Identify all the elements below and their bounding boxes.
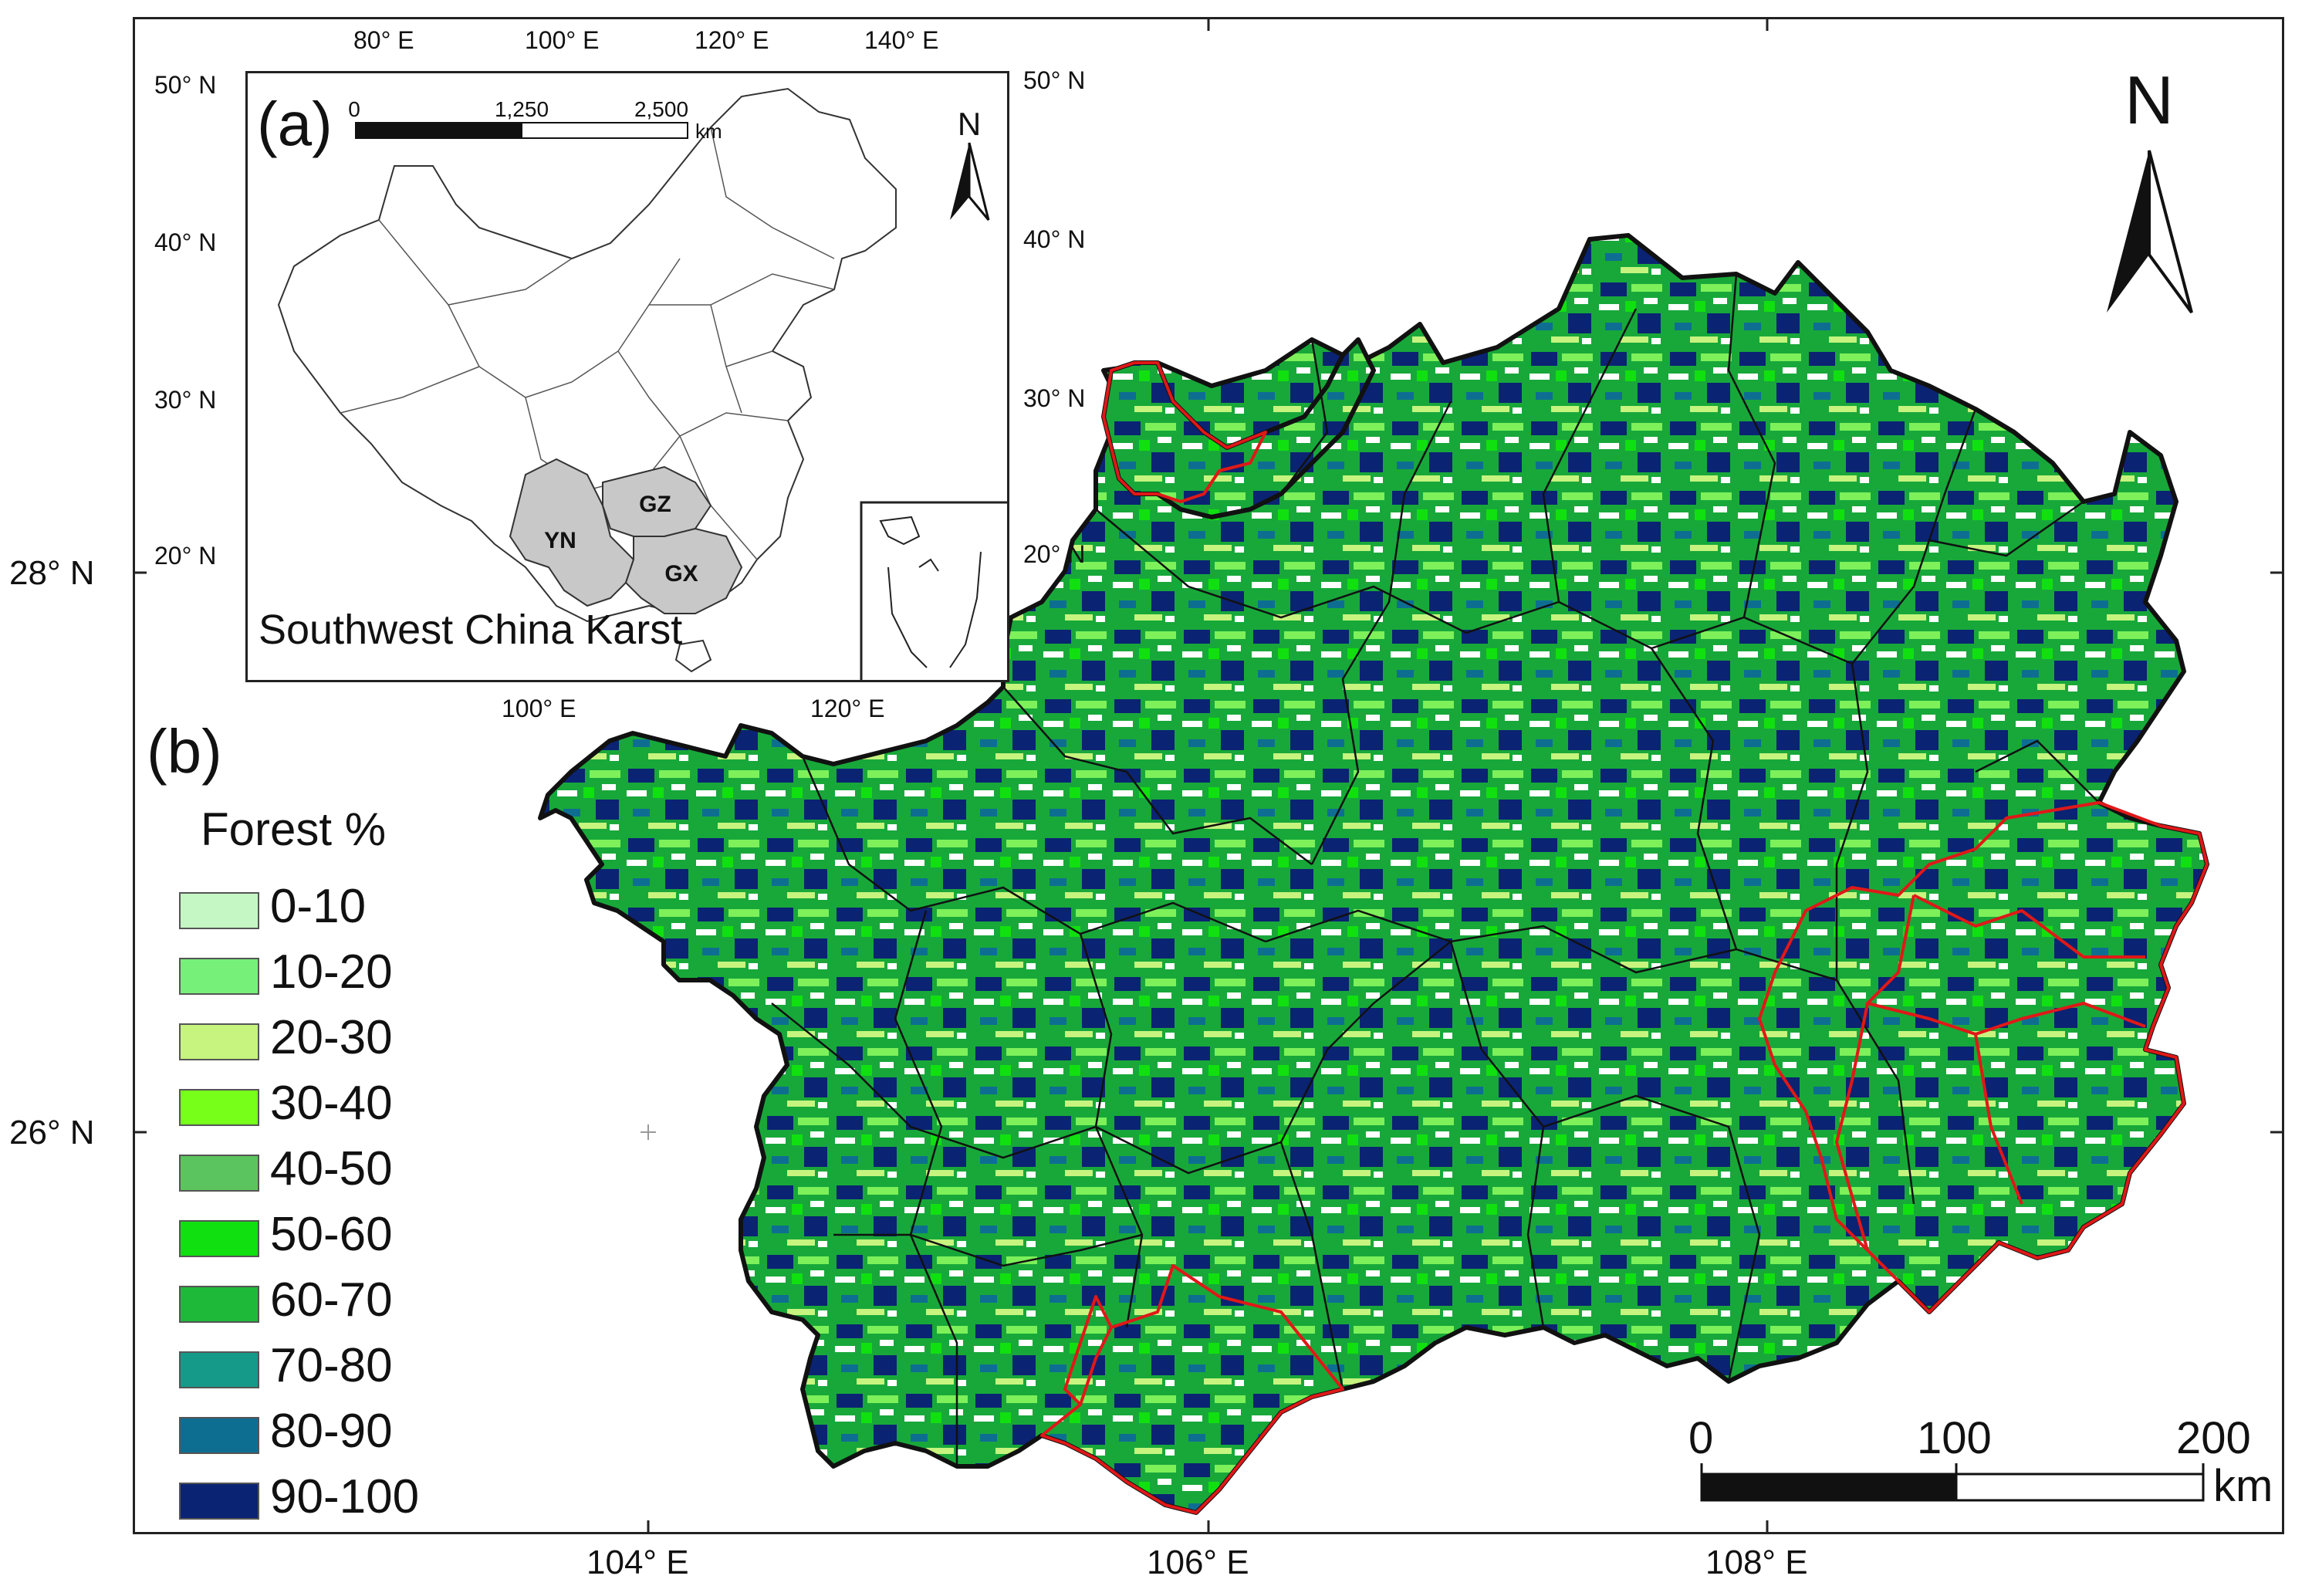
highlighted-region-east bbox=[1758, 801, 2209, 1314]
province-yn bbox=[509, 458, 635, 607]
inset-map-china: YN GZ GX N 0 1,250 2,500 km (a) Southwes… bbox=[245, 71, 1009, 682]
legend-label: 20-30 bbox=[270, 1011, 393, 1064]
study-area bbox=[538, 233, 2209, 1515]
inset-scale-bar bbox=[355, 122, 688, 139]
inset-map-svg: YN GZ GX N 0 1,250 2,500 km bbox=[277, 87, 1007, 680]
legend-label: 0-10 bbox=[270, 880, 367, 933]
inset-scale-tick-1250: 1,250 bbox=[495, 97, 549, 121]
hainan-island bbox=[674, 639, 712, 673]
inset-right-tick-20n: 20° N bbox=[1023, 540, 1086, 568]
legend-label: 80-90 bbox=[270, 1405, 393, 1458]
legend-label: 10-20 bbox=[270, 945, 393, 999]
inset-left-tick-40n: 40° N bbox=[154, 228, 217, 256]
south-china-sea-inset bbox=[860, 501, 1007, 680]
legend-title: Forest % bbox=[201, 803, 387, 855]
legend-swatch bbox=[179, 1220, 259, 1257]
scale-bar-unit: km bbox=[2213, 1461, 2273, 1511]
legend-label: 90-100 bbox=[270, 1470, 420, 1523]
legend-swatch bbox=[179, 1483, 259, 1520]
province-label-yn: YN bbox=[544, 528, 576, 553]
legend-label: 60-70 bbox=[270, 1273, 393, 1327]
inset-scale-unit: km bbox=[695, 120, 722, 143]
inset-bottom-tick-120e: 120° E bbox=[810, 695, 885, 722]
inset-top-tick-80e: 80° E bbox=[353, 26, 414, 54]
province-label-gz: GZ bbox=[639, 492, 671, 517]
inset-right-tick-50n: 50° N bbox=[1023, 66, 1086, 94]
y-tick-28n: 28° N bbox=[9, 554, 95, 592]
legend-label: 70-80 bbox=[270, 1339, 393, 1392]
province-label-gx: GX bbox=[664, 561, 698, 587]
legend-swatch bbox=[179, 892, 259, 929]
legend-swatch bbox=[179, 1155, 259, 1192]
south-china-sea-islands bbox=[879, 516, 982, 668]
inset-bottom-tick-100e: 100° E bbox=[502, 695, 576, 722]
legend-swatch bbox=[179, 1286, 259, 1323]
highlighted-regions bbox=[1040, 361, 2209, 1514]
inset-top-tick-100e: 100° E bbox=[525, 26, 600, 54]
province-gx bbox=[624, 527, 743, 614]
inset-north-label: N bbox=[958, 106, 981, 142]
frame-ticks bbox=[133, 17, 2284, 1534]
highlighted-region-south bbox=[1040, 1264, 1344, 1514]
north-arrow-icon bbox=[2107, 150, 2193, 314]
inset-right-tick-30n: 30° N bbox=[1023, 384, 1086, 412]
scale-bar-tick-0: 0 bbox=[1688, 1413, 1714, 1463]
north-arrow-label: N bbox=[2124, 62, 2174, 138]
scale-bar-tick-100: 100 bbox=[1917, 1413, 1992, 1463]
legend-swatch bbox=[179, 1089, 259, 1126]
inset-left-tick-20n: 20° N bbox=[154, 542, 217, 570]
legend-swatch bbox=[179, 1023, 259, 1060]
x-tick-108e: 108° E bbox=[1705, 1544, 1808, 1581]
inset-top-tick-120e: 120° E bbox=[695, 26, 769, 54]
legend-label: 30-40 bbox=[270, 1077, 393, 1130]
legend-swatch bbox=[179, 1351, 259, 1388]
panel-b-label: (b) bbox=[147, 717, 222, 786]
inset-top-tick-140e: 140° E bbox=[864, 26, 939, 54]
legend-label: 40-50 bbox=[270, 1142, 393, 1195]
x-tick-104e: 104° E bbox=[586, 1544, 689, 1581]
legend-label: 50-60 bbox=[270, 1208, 393, 1261]
inset-scale-tick-0: 0 bbox=[348, 97, 360, 121]
legend-swatch bbox=[179, 958, 259, 995]
y-tick-26n: 26° N bbox=[9, 1114, 95, 1151]
legend-swatch bbox=[179, 1417, 259, 1454]
scale-bar-tick-200: 200 bbox=[2176, 1413, 2251, 1463]
inset-left-tick-30n: 30° N bbox=[154, 386, 217, 414]
inset-north-arrow-icon bbox=[950, 142, 990, 221]
main-scale-bar bbox=[1700, 1463, 2205, 1502]
x-tick-106e: 106° E bbox=[1147, 1544, 1249, 1581]
county-boundaries bbox=[771, 273, 2100, 1466]
inset-left-tick-50n: 50° N bbox=[154, 71, 217, 99]
inset-title: Southwest China Karst bbox=[259, 607, 683, 653]
panel-a-label: (a) bbox=[257, 90, 333, 158]
inset-scale-tick-2500: 2,500 bbox=[634, 97, 688, 121]
highlighted-region-northwest bbox=[1102, 361, 1267, 503]
inset-right-tick-40n: 40° N bbox=[1023, 225, 1086, 253]
